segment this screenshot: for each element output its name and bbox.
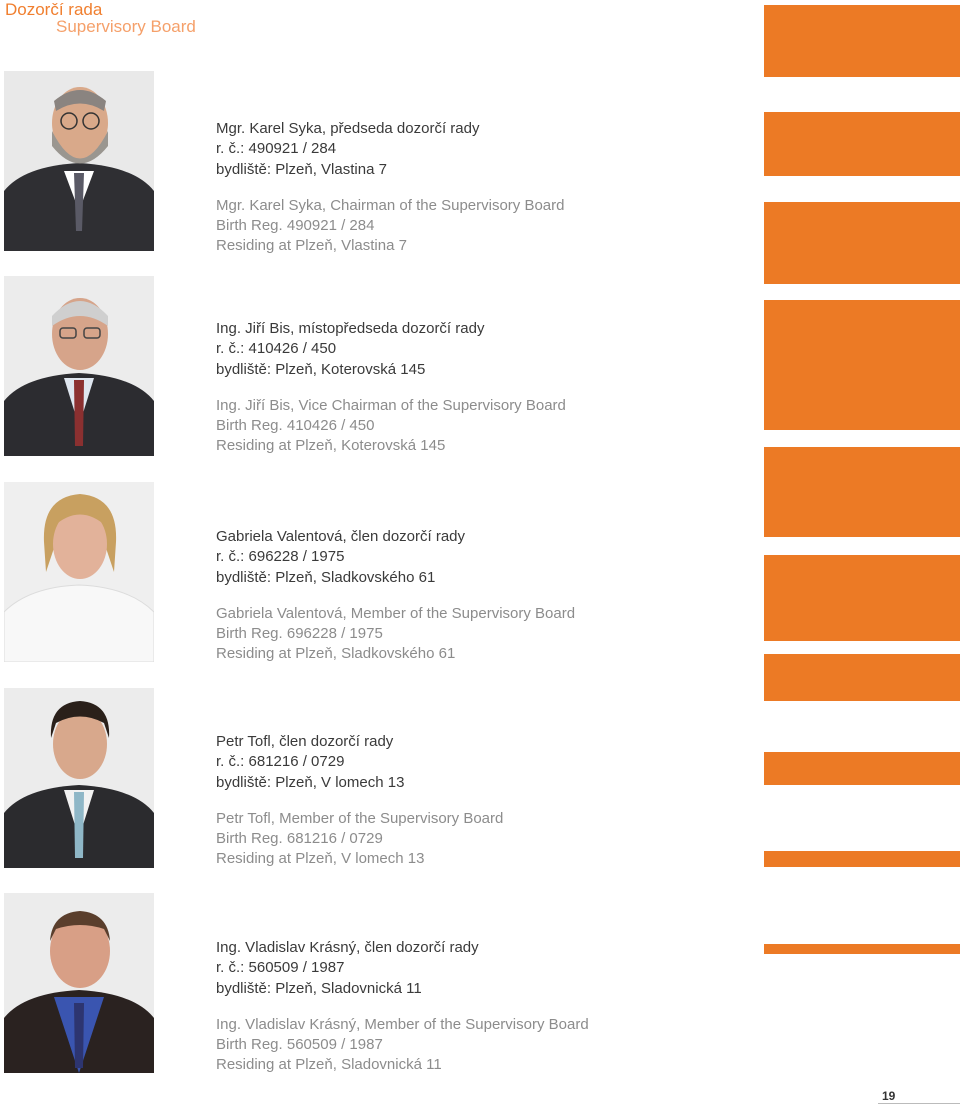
decorative-bar bbox=[764, 654, 960, 701]
member-details-cz: Petr Tofl, člen dozorčí rady r. č.: 6812… bbox=[216, 732, 756, 793]
decorative-bar bbox=[764, 555, 960, 641]
member-birth-reg-cz: r. č.: 490921 / 284 bbox=[216, 140, 337, 158]
member-name-cz: Petr Tofl, člen dozorčí rady bbox=[216, 733, 394, 750]
member-birth-reg-cz: r. č.: 410426 / 450 bbox=[216, 340, 337, 358]
member-name-en: Petr Tofl, Member of the Supervisory Boa… bbox=[216, 809, 504, 827]
member-card: Petr Tofl, člen dozorčí rady r. č.: 6812… bbox=[0, 688, 760, 873]
member-residence-cz: bydliště: Plzeň, Koterovská 145 bbox=[216, 360, 426, 378]
member-residence-en: Residing at Plzeň, Koterovská 145 bbox=[216, 437, 446, 455]
member-details-cz: Ing. Vladislav Krásný, člen dozorčí rady… bbox=[216, 938, 756, 999]
member-residence-cz: bydliště: Plzeň, Sladovnická 11 bbox=[216, 979, 422, 997]
member-birth-reg-cz: r. č.: 681216 / 0729 bbox=[216, 753, 345, 771]
member-card: Gabriela Valentová, člen dozorčí rady r.… bbox=[0, 482, 760, 667]
member-photo bbox=[4, 893, 154, 1073]
decorative-bar bbox=[764, 5, 960, 77]
decorative-bars bbox=[764, 0, 960, 1111]
member-residence-en: Residing at Plzeň, V lomech 13 bbox=[216, 850, 425, 868]
member-residence-cz: bydliště: Plzeň, Vlastina 7 bbox=[216, 160, 387, 178]
member-birth-reg-en: Birth Reg. 560509 / 1987 bbox=[216, 1036, 383, 1054]
member-details-en: Mgr. Karel Syka, Chairman of the Supervi… bbox=[216, 196, 756, 257]
decorative-bar bbox=[764, 752, 960, 785]
member-details-en: Gabriela Valentová, Member of the Superv… bbox=[216, 604, 756, 665]
decorative-bar bbox=[764, 300, 960, 430]
member-details-en: Ing. Vladislav Krásný, Member of the Sup… bbox=[216, 1015, 756, 1076]
member-birth-reg-cz: r. č.: 696228 / 1975 bbox=[216, 548, 345, 566]
member-details-cz: Ing. Jiří Bis, místopředseda dozorčí rad… bbox=[216, 319, 756, 380]
member-name-cz: Gabriela Valentová, člen dozorčí rady bbox=[216, 528, 466, 545]
member-details-en: Petr Tofl, Member of the Supervisory Boa… bbox=[216, 809, 756, 870]
member-card: Mgr. Karel Syka, předseda dozorčí rady r… bbox=[0, 71, 760, 256]
footer-divider bbox=[878, 1103, 960, 1104]
decorative-bar bbox=[764, 944, 960, 954]
decorative-bar bbox=[764, 851, 960, 867]
member-birth-reg-en: Birth Reg. 490921 / 284 bbox=[216, 217, 375, 235]
member-card: Ing. Jiří Bis, místopředseda dozorčí rad… bbox=[0, 276, 760, 461]
member-name-en: Ing. Jiří Bis, Vice Chairman of the Supe… bbox=[216, 396, 566, 414]
page-subtitle: Supervisory Board bbox=[56, 17, 196, 36]
decorative-bar bbox=[764, 202, 960, 284]
member-photo bbox=[4, 688, 154, 868]
member-details-cz: Gabriela Valentová, člen dozorčí rady r.… bbox=[216, 527, 756, 588]
page-title: Dozorčí rada bbox=[5, 0, 103, 19]
decorative-bar bbox=[764, 112, 960, 176]
member-residence-en: Residing at Plzeň, Vlastina 7 bbox=[216, 237, 407, 255]
member-residence-cz: bydliště: Plzeň, Sladkovského 61 bbox=[216, 568, 436, 586]
decorative-bar bbox=[764, 447, 960, 537]
member-birth-reg-cz: r. č.: 560509 / 1987 bbox=[216, 959, 345, 977]
member-birth-reg-en: Birth Reg. 681216 / 0729 bbox=[216, 830, 383, 848]
member-residence-en: Residing at Plzeň, Sladovnická 11 bbox=[216, 1056, 442, 1074]
member-residence-en: Residing at Plzeň, Sladkovského 61 bbox=[216, 645, 456, 663]
member-photo bbox=[4, 482, 154, 662]
member-birth-reg-en: Birth Reg. 696228 / 1975 bbox=[216, 625, 383, 643]
member-name-en: Gabriela Valentová, Member of the Superv… bbox=[216, 604, 576, 622]
member-photo bbox=[4, 71, 154, 251]
member-details-cz: Mgr. Karel Syka, předseda dozorčí rady r… bbox=[216, 119, 756, 180]
member-photo bbox=[4, 276, 154, 456]
member-name-cz: Ing. Jiří Bis, místopředseda dozorčí rad… bbox=[216, 320, 485, 337]
member-details-en: Ing. Jiří Bis, Vice Chairman of the Supe… bbox=[216, 396, 756, 457]
member-name-cz: Mgr. Karel Syka, předseda dozorčí rady bbox=[216, 120, 480, 137]
member-name-en: Ing. Vladislav Krásný, Member of the Sup… bbox=[216, 1015, 589, 1033]
member-card: Ing. Vladislav Krásný, člen dozorčí rady… bbox=[0, 893, 760, 1078]
page-number: 19 bbox=[882, 1089, 896, 1103]
member-birth-reg-en: Birth Reg. 410426 / 450 bbox=[216, 417, 375, 435]
member-name-cz: Ing. Vladislav Krásný, člen dozorčí rady bbox=[216, 939, 479, 956]
member-name-en: Mgr. Karel Syka, Chairman of the Supervi… bbox=[216, 196, 565, 214]
member-residence-cz: bydliště: Plzeň, V lomech 13 bbox=[216, 773, 405, 791]
